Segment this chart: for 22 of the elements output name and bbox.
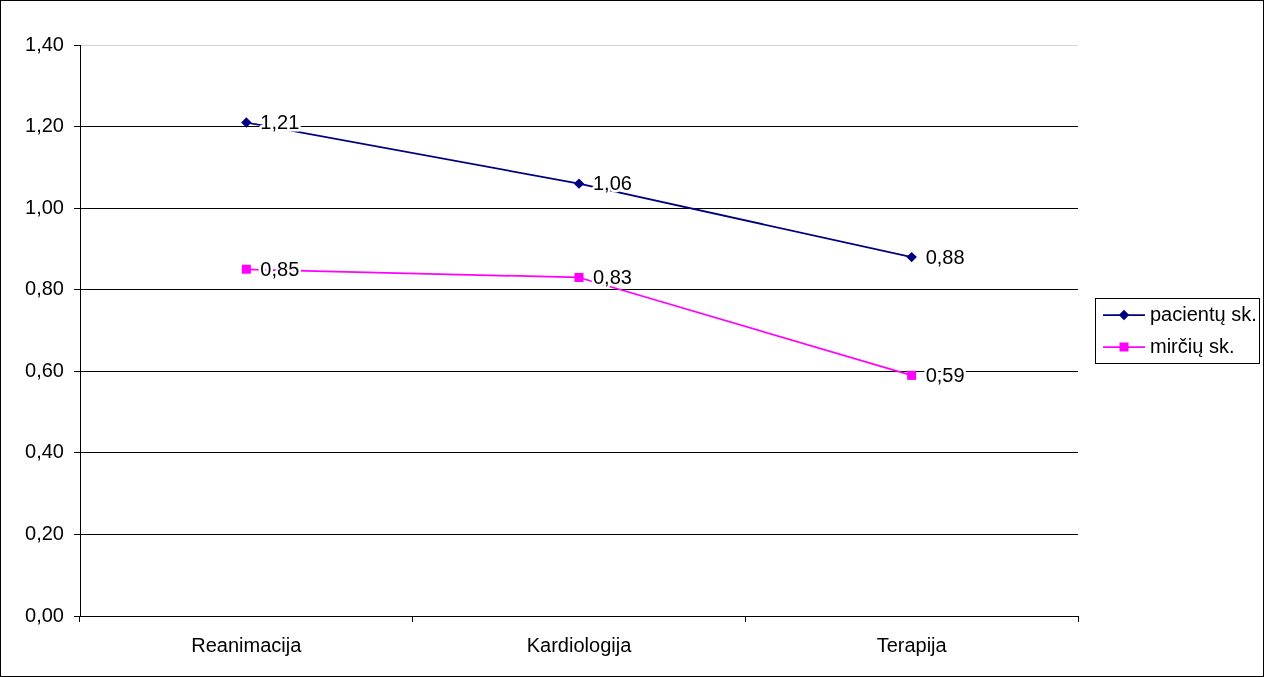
point — [241, 264, 251, 274]
data-label: 1,06 — [593, 172, 632, 195]
x-tick-label: Terapija — [876, 633, 948, 656]
point — [907, 370, 917, 380]
y-tick-label: 1,00 — [25, 195, 64, 218]
legend-label: mirčių sk. — [1150, 335, 1235, 358]
legend-label: pacientų sk. — [1150, 303, 1257, 326]
x-tick-label: Kardiologija — [526, 633, 633, 656]
y-tick-label: 0,20 — [25, 521, 64, 544]
point — [573, 178, 585, 189]
point — [906, 251, 917, 263]
y-tick-label: 0,60 — [25, 358, 64, 381]
data-label: 0,83 — [593, 265, 632, 288]
y-tick-label: 1,20 — [25, 114, 64, 137]
y-tick-label: 0,40 — [25, 440, 64, 463]
y-tick-label: 1,40 — [25, 32, 64, 55]
point — [574, 272, 584, 282]
y-tick-label: 0,00 — [25, 603, 64, 626]
y-tick-label: 0,80 — [25, 277, 64, 300]
x-tick-label: Reanimacija — [191, 633, 303, 656]
data-label: 0,88 — [925, 245, 965, 268]
point — [241, 117, 252, 128]
